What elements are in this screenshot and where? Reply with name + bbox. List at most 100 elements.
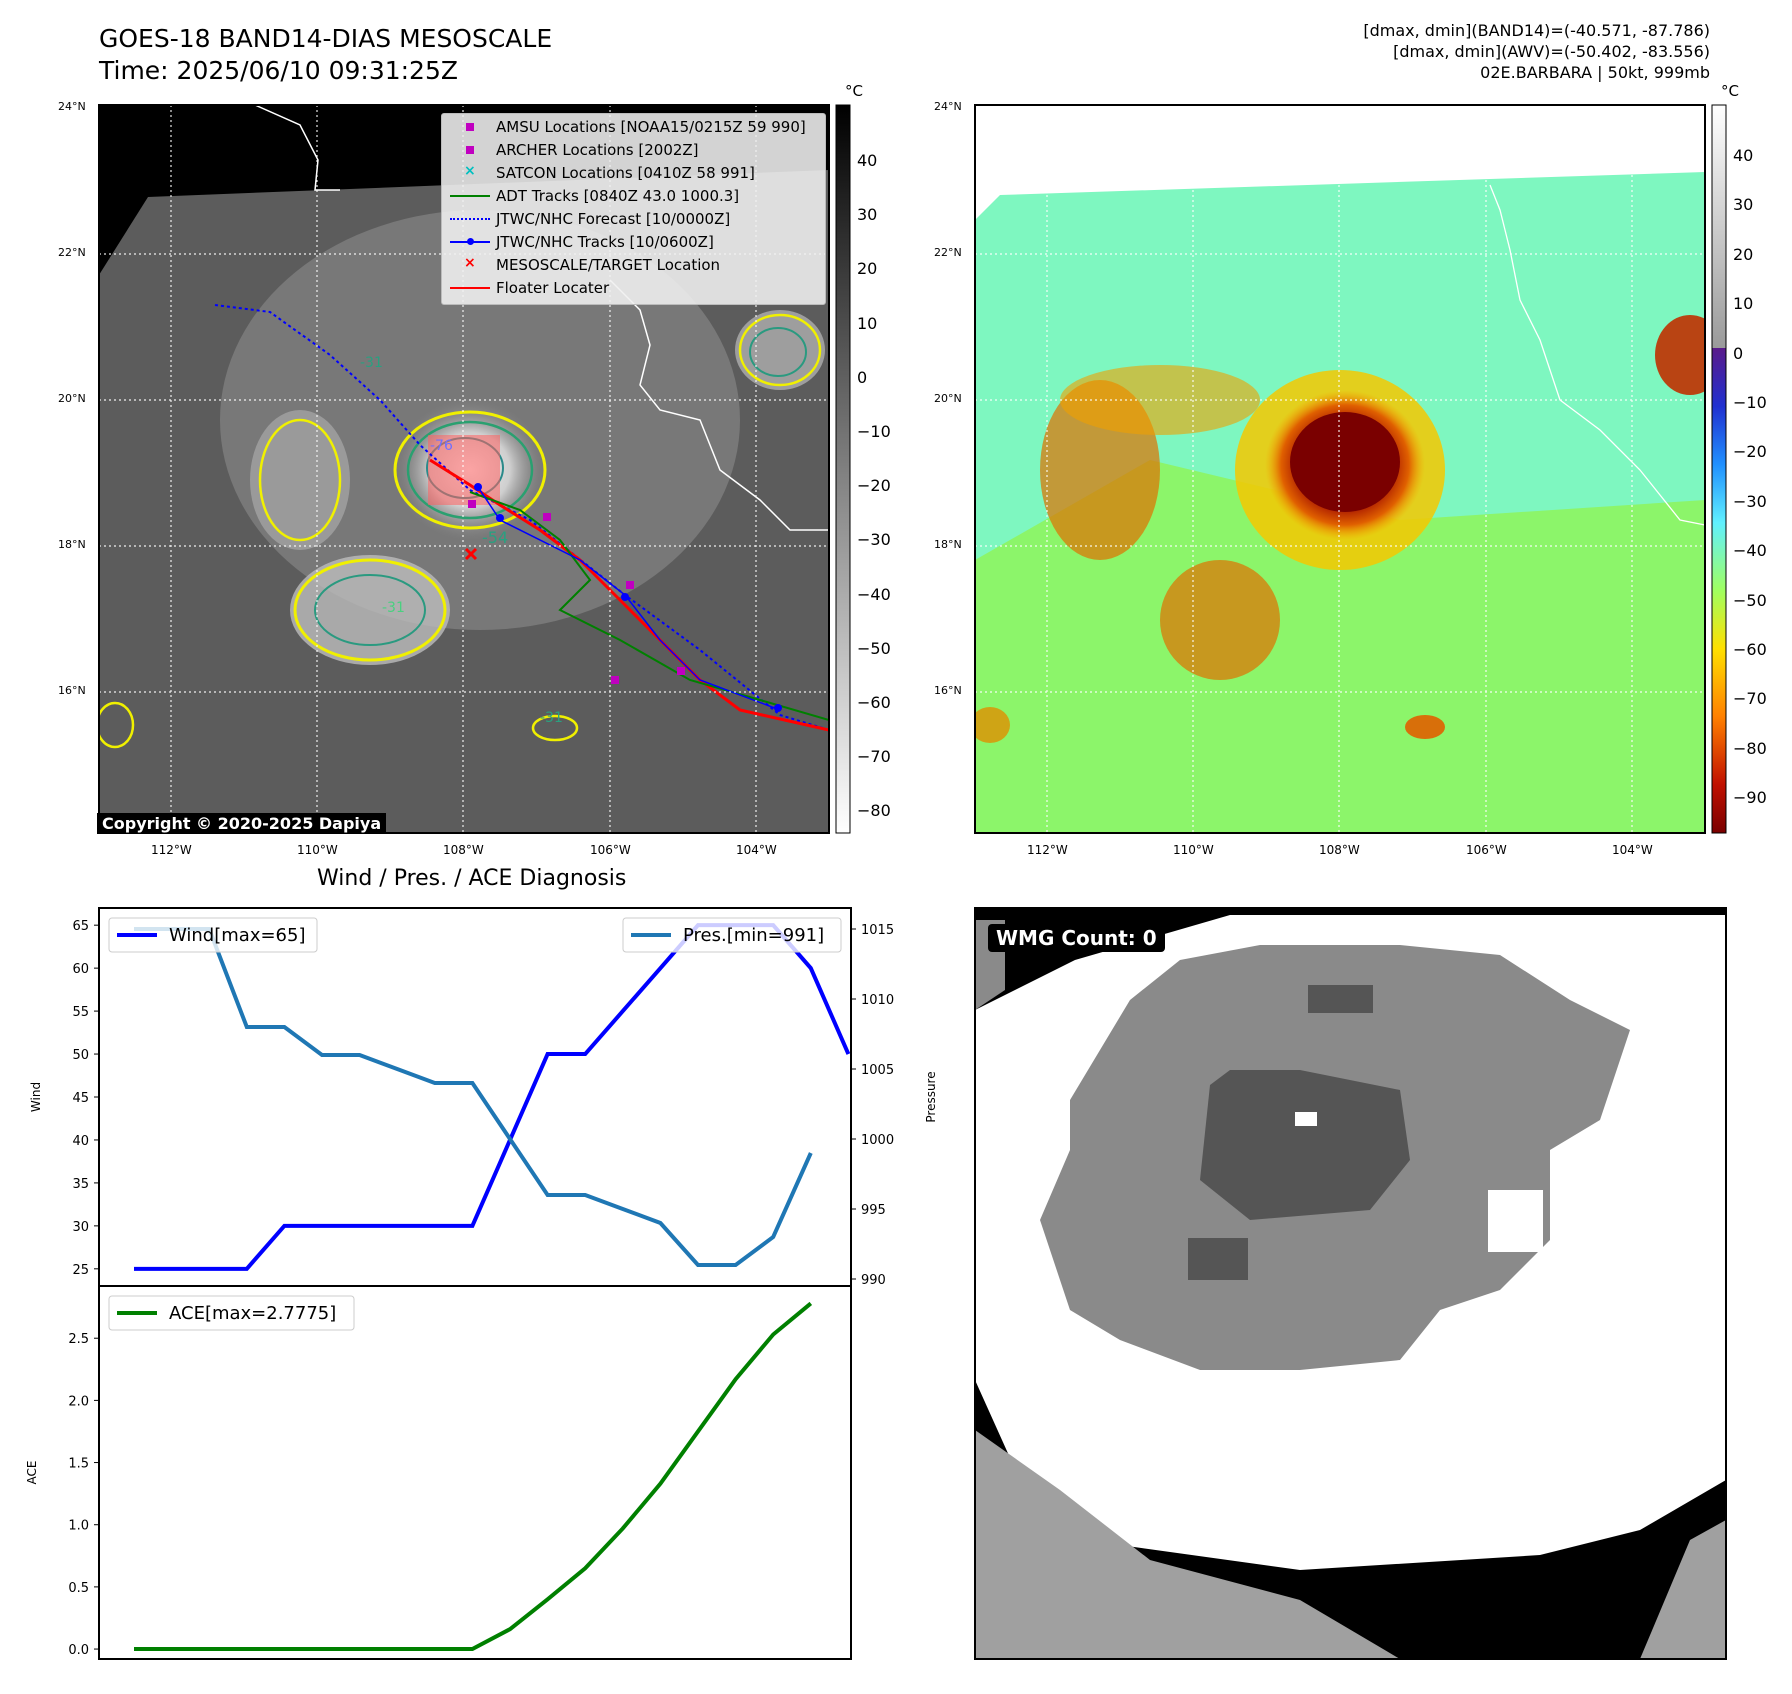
ir-lon-label-106: 106°W	[590, 843, 631, 857]
ir-colorbar-unit: °C	[845, 82, 863, 100]
copyright-badge: Copyright © 2020-2025 Dapiya	[97, 813, 387, 834]
pressure-ytick-label: 995	[861, 1203, 886, 1218]
awv-colorbar-tick: 0	[1733, 343, 1744, 363]
pressure-ytick-label: 990	[861, 1273, 886, 1288]
ir-lon-label-112: 112°W	[151, 843, 192, 857]
awv-colorbar-tick: 30	[1733, 195, 1754, 215]
wind-legend-label: Wind[max=65]	[169, 925, 306, 946]
wind-ytick-label: 60	[72, 962, 89, 977]
ace-ytick-label: 1.5	[68, 1457, 89, 1472]
awv-lon-label-108: 108°W	[1319, 843, 1360, 857]
legend-item-satcon: × SATCON Locations [0410Z 58 991]	[464, 163, 755, 182]
ir-lat-label-20: 20°N	[58, 392, 86, 405]
ir-lat-label-24: 24°N	[58, 100, 86, 113]
ir-lat-label-22: 22°N	[58, 246, 86, 259]
ir-colorbar-tick: −80	[857, 801, 891, 821]
ir-lon-label-110: 110°W	[297, 843, 338, 857]
ir-colorbar-tick: −40	[857, 584, 891, 604]
awv-colorbar-tick: −30	[1733, 491, 1767, 511]
wind-axis-label: Wind	[29, 1082, 43, 1112]
ir-lon-label-104: 104°W	[736, 843, 777, 857]
legend-item-target: × MESOSCALE/TARGET Location	[464, 255, 721, 274]
awv-colorbar-tick: −10	[1733, 393, 1767, 412]
info-awv: [dmax, dmin](AWV)=(-50.402, -83.556)	[1393, 42, 1710, 61]
awv-colorbar-unit: °C	[1721, 82, 1739, 100]
awv-colorbar-tick: −90	[1733, 788, 1767, 808]
awv-colorbar-tick: −40	[1733, 541, 1767, 561]
ir-colorbar-tick: −70	[857, 747, 891, 767]
wind-pressure-chart: 25 30 35 40 45 50 55 60 65 990 995 1000 1005 1010 1015…	[29, 907, 938, 1288]
map-legend: AMSU Locations [NOAA15/0215Z 59 990] ARC…	[441, 113, 826, 305]
awv-colorbar-tick: 20	[1733, 244, 1754, 264]
awv-lon-label-106: 106°W	[1466, 843, 1507, 857]
legend-item-archer: ARCHER Locations [2002Z]	[450, 139, 699, 161]
wind-ytick-label: 35	[72, 1177, 89, 1192]
figure-time: Time: 2025/06/10 09:31:25Z	[99, 56, 458, 85]
ir-colorbar-tick: 0	[857, 367, 868, 387]
ace-legend-label: ACE[max=2.7775]	[169, 1303, 336, 1324]
ace-ytick-label: 1.0	[68, 1519, 89, 1534]
pressure-axis-label: Pressure	[924, 1071, 938, 1122]
wind-ytick-label: 65	[72, 919, 89, 934]
chart-title: Wind / Pres. / ACE Diagnosis	[317, 866, 627, 891]
ace-legend	[108, 1295, 355, 1331]
awv-lat-label-16: 16°N	[934, 684, 962, 697]
wind-ytick-label: 30	[72, 1220, 89, 1235]
legend-item-floater: Floater Locater	[450, 277, 609, 299]
pressure-ytick-label: 1000	[861, 1133, 894, 1148]
ace-plot-area	[98, 1285, 852, 1660]
awv-colorbar-tick: −50	[1733, 590, 1767, 610]
ir-colorbar-tick: 10	[857, 313, 878, 333]
ir-colorbar-tick: −20	[857, 476, 891, 496]
pressure-ytick-label: 1010	[861, 993, 894, 1008]
pressure-legend-label: Pres.[min=991]	[683, 925, 824, 946]
ace-ytick-label: 2.5	[68, 1332, 89, 1347]
pressure-ytick-label: 1005	[861, 1063, 894, 1078]
info-storm: 02E.BARBARA | 50kt, 999mb	[1480, 63, 1710, 82]
ace-axis-label: ACE	[25, 1461, 39, 1485]
awv-colorbar-tick: −20	[1733, 442, 1767, 462]
wmg-count-badge: WMG Count: 0	[988, 924, 1165, 952]
legend-item-amsu: AMSU Locations [NOAA15/0215Z 59 990]	[450, 116, 806, 138]
awv-colorbar-tick: 40	[1733, 146, 1754, 165]
ir-colorbar-tick: −10	[857, 422, 891, 441]
ace-ytick-label: 2.0	[68, 1394, 89, 1409]
awv-lat-label-24: 24°N	[934, 100, 962, 113]
wind-ytick-label: 50	[72, 1048, 89, 1063]
ir-colorbar-tick: 20	[857, 259, 878, 279]
pressure-ytick-label: 1015	[861, 923, 894, 938]
wind-ytick-label: 55	[72, 1005, 89, 1020]
contour-label: -54	[482, 528, 509, 547]
contour-label: -76	[430, 438, 453, 454]
awv-colorbar-tick: −60	[1733, 640, 1767, 659]
awv-lon-label-104: 104°W	[1612, 843, 1653, 857]
awv-lat-label-22: 22°N	[934, 246, 962, 259]
wmg-panel	[975, 908, 1726, 1659]
contour-label: -31	[360, 355, 383, 371]
legend-item-forecast: JTWC/NHC Forecast [10/0000Z]	[450, 208, 730, 230]
ir-lat-label-18: 18°N	[58, 538, 86, 551]
contour-label: -31	[382, 600, 405, 616]
ir-lon-label-108: 108°W	[443, 843, 484, 857]
ir-colorbar-tick: −50	[857, 638, 891, 658]
awv-colorbar-tick: −70	[1733, 689, 1767, 709]
ir-colorbar-tick: 30	[857, 205, 878, 225]
awv-map-panel	[975, 105, 1705, 833]
ace-ytick-label: 0.0	[68, 1643, 89, 1658]
awv-lat-label-20: 20°N	[934, 392, 962, 405]
ace-ytick-label: 0.5	[68, 1581, 89, 1596]
wind-ytick-label: 45	[72, 1091, 89, 1106]
awv-lat-label-18: 18°N	[934, 538, 962, 551]
ir-colorbar-tick: −30	[857, 530, 891, 550]
awv-colorbar-tick: 10	[1733, 294, 1754, 314]
pressure-legend	[622, 917, 842, 953]
awv-colorbar-tick: −80	[1733, 738, 1767, 758]
info-band14: [dmax, dmin](BAND14)=(-40.571, -87.786)	[1363, 21, 1710, 40]
pressure-series-line	[134, 927, 813, 1267]
awv-lon-label-110: 110°W	[1173, 843, 1214, 857]
ace-series-line	[134, 1301, 813, 1652]
ace-chart: 0.0 0.5 1.0 1.5 2.0 2.5 ACE ACE[max=2.7775]	[25, 1285, 852, 1660]
legend-item-tracks: JTWC/NHC Tracks [10/0600Z]	[450, 231, 714, 253]
legend-item-adt: ADT Tracks [0840Z 43.0 1000.3]	[450, 185, 739, 207]
